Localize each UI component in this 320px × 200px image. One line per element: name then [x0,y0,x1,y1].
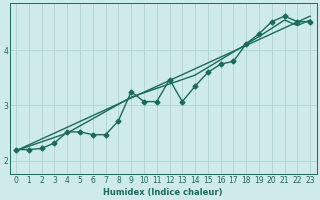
X-axis label: Humidex (Indice chaleur): Humidex (Indice chaleur) [103,188,223,197]
